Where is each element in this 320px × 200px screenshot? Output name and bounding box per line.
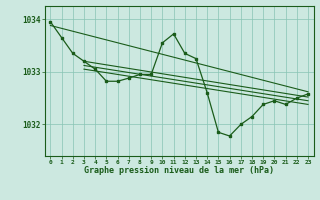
X-axis label: Graphe pression niveau de la mer (hPa): Graphe pression niveau de la mer (hPa) — [84, 166, 274, 175]
